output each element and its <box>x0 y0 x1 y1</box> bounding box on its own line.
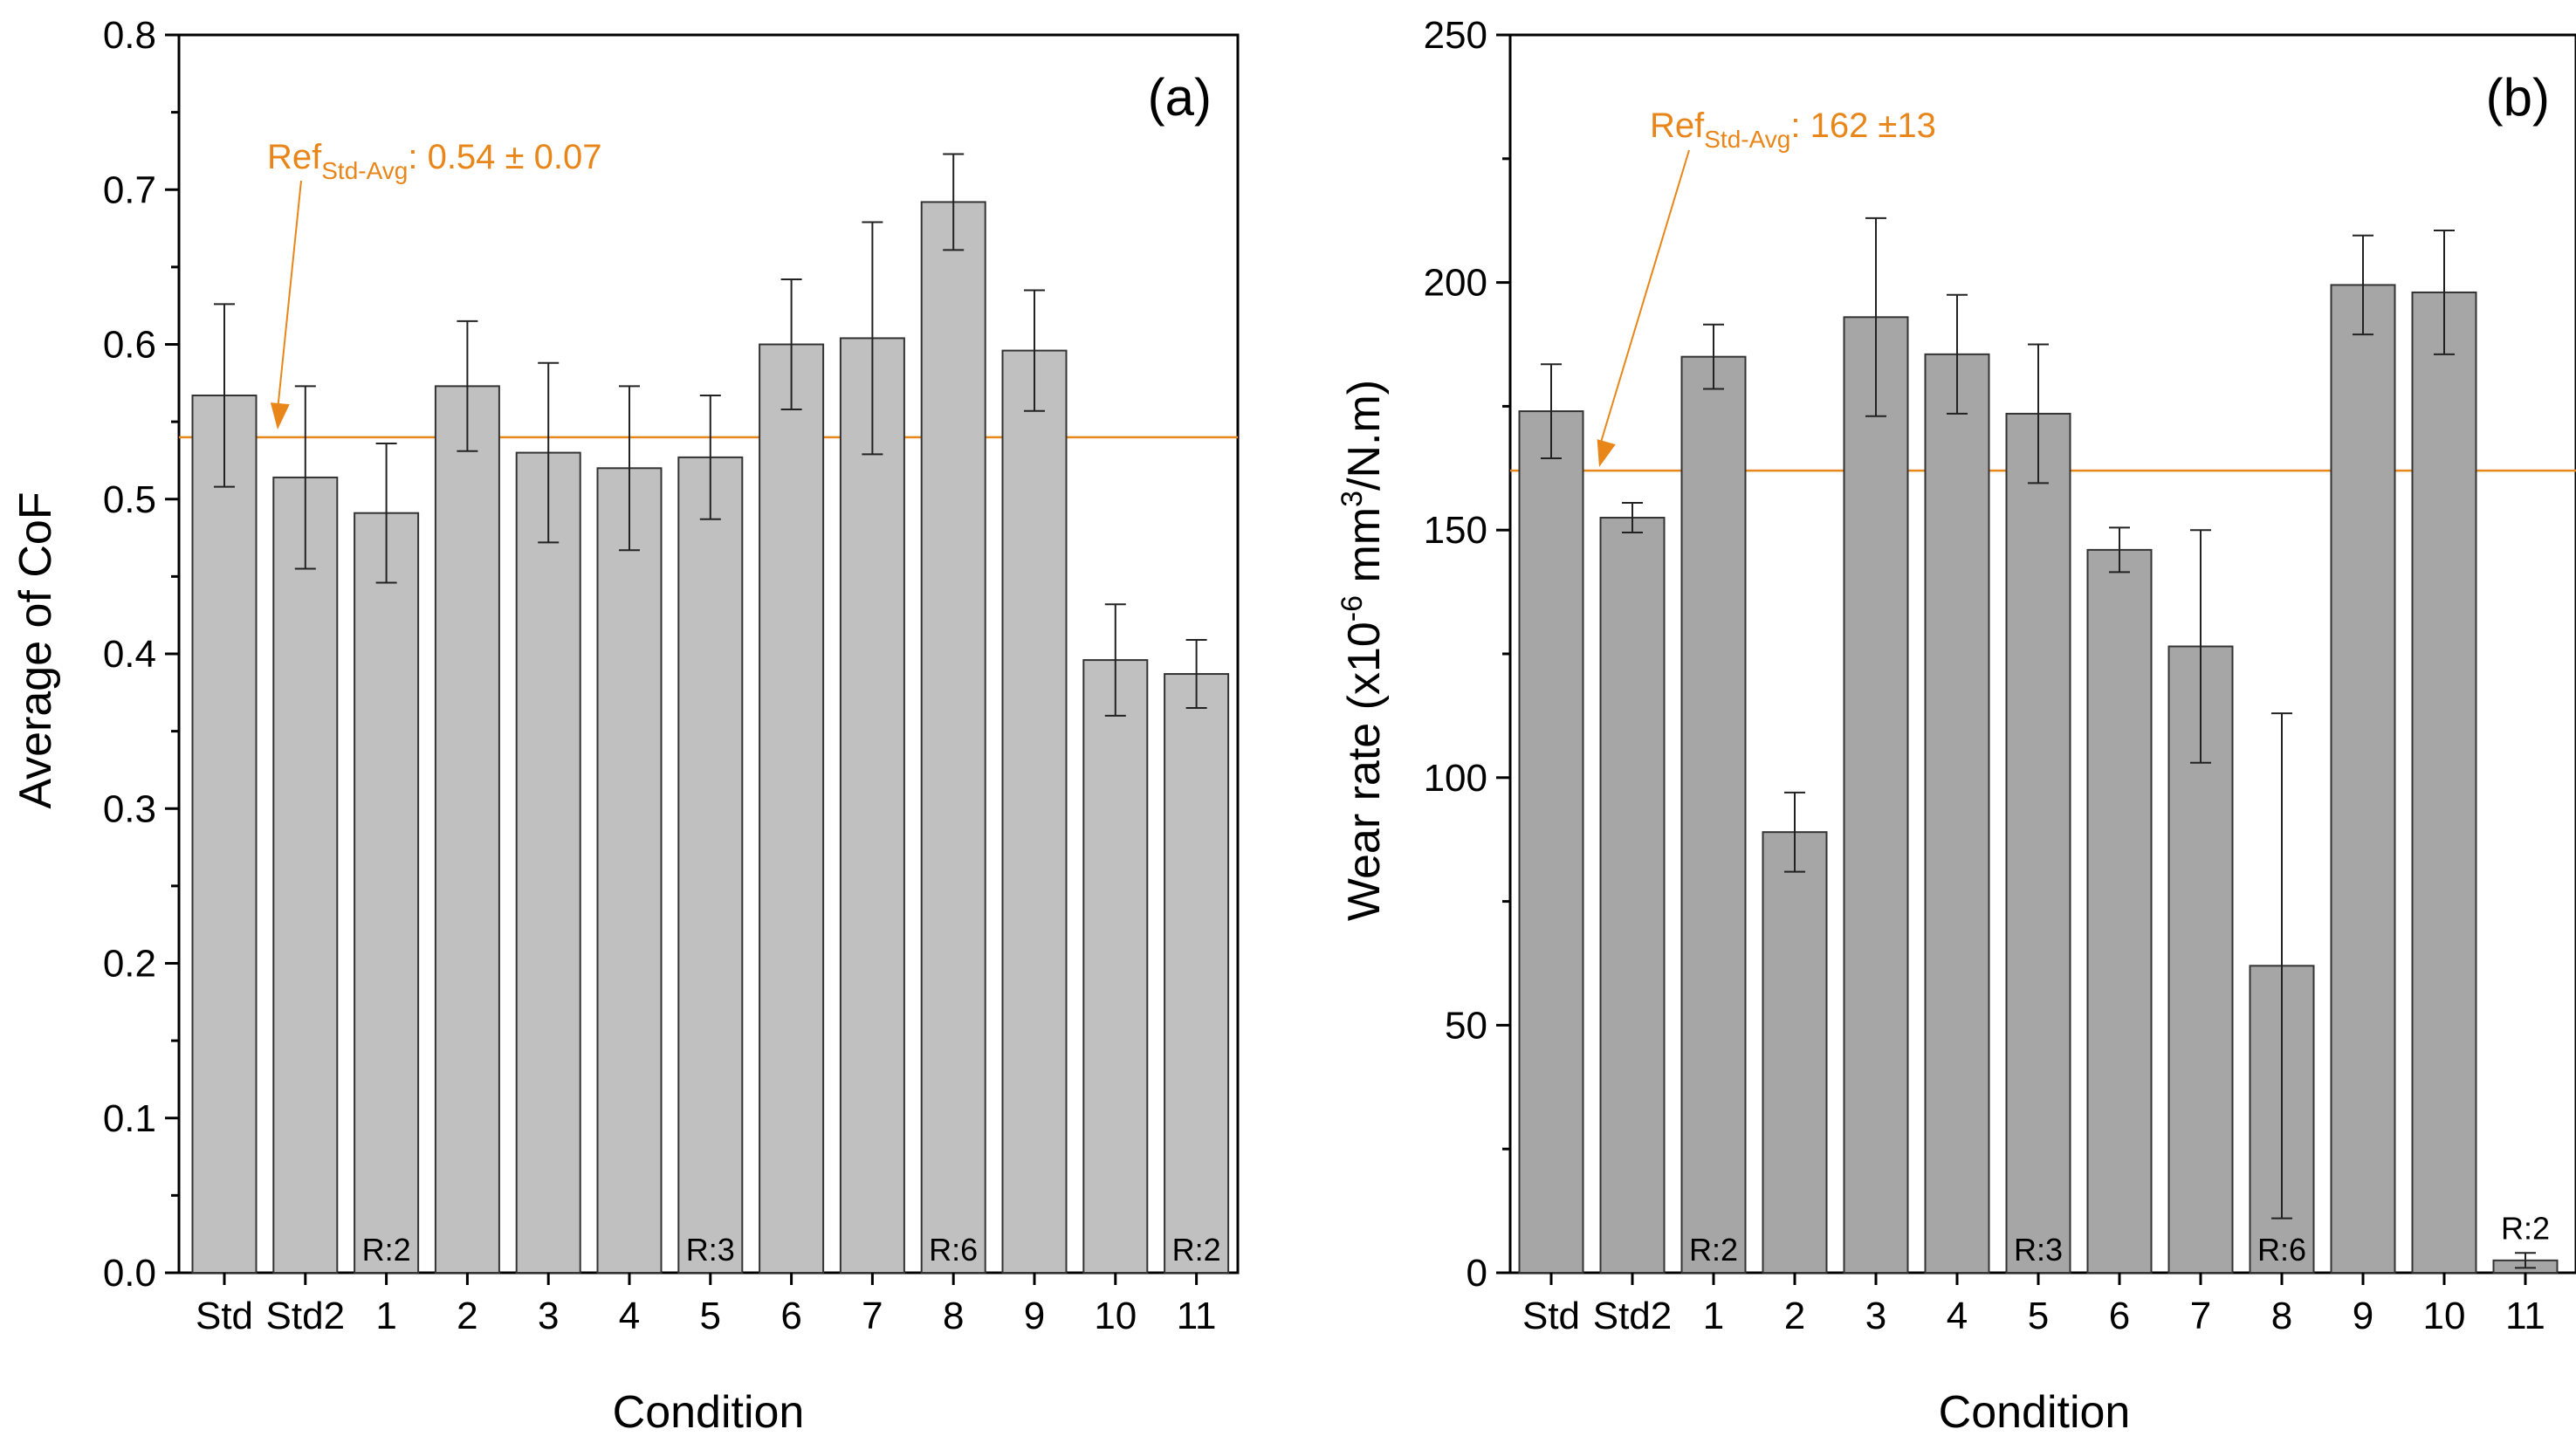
bar <box>1599 517 1666 1274</box>
x-tick-label: 6 <box>2109 1295 2130 1337</box>
bar <box>2086 548 2153 1274</box>
x-tick-label: 3 <box>538 1295 559 1337</box>
bar <box>515 451 581 1274</box>
y-tick-label: 0.1 <box>103 1097 156 1140</box>
y-tick-label: 100 <box>1424 757 1487 800</box>
bar <box>2005 412 2071 1274</box>
y-tick-label: 150 <box>1424 509 1487 552</box>
bar <box>1680 355 1747 1274</box>
bar <box>596 467 663 1274</box>
y-tick-label: 0 <box>1467 1252 1487 1295</box>
x-tick-label: 4 <box>1947 1295 1968 1337</box>
y-tick-label: 0.5 <box>103 478 156 521</box>
bar-annotation: R:6 <box>929 1232 978 1268</box>
x-tick-label: 1 <box>375 1295 396 1337</box>
bar-annotation: R:2 <box>362 1232 411 1268</box>
bar <box>839 337 905 1274</box>
y-tick-label: 50 <box>1445 1004 1487 1047</box>
bar <box>354 512 420 1274</box>
bar <box>272 476 339 1274</box>
bar-annotation: R:6 <box>2257 1232 2306 1268</box>
y-axis-label: Wear rate (x10-6 mm3/N.m) <box>1336 380 1390 921</box>
x-tick-label: 7 <box>862 1295 883 1337</box>
bar-annotation: R:2 <box>1172 1232 1221 1268</box>
reference-arrow-head <box>1597 439 1616 467</box>
x-tick-label: Std2 <box>1593 1295 1673 1337</box>
reference-label: RefStd-Avg: 162 ±13 <box>1650 107 1936 153</box>
y-tick-label: 0.0 <box>103 1252 156 1295</box>
x-tick-label: 9 <box>1024 1295 1045 1337</box>
y-tick-label: 250 <box>1424 14 1487 57</box>
x-tick-label: 11 <box>1177 1295 1217 1337</box>
x-tick-label: 3 <box>1865 1295 1886 1337</box>
bar <box>2411 291 2477 1275</box>
bar <box>1924 353 1990 1274</box>
bar <box>1001 349 1068 1275</box>
bar <box>677 456 744 1274</box>
y-tick-label: 0.7 <box>103 168 156 211</box>
x-tick-label: 11 <box>2505 1295 2545 1337</box>
x-tick-label: 6 <box>780 1295 801 1337</box>
x-tick-label: Std <box>1522 1295 1580 1337</box>
x-tick-label: Std2 <box>266 1295 346 1337</box>
x-tick-label: 10 <box>2423 1295 2466 1337</box>
panel-label: (b) <box>2486 68 2550 127</box>
bar <box>1082 659 1149 1274</box>
bar <box>920 201 986 1274</box>
bar <box>1762 831 1828 1275</box>
x-tick-label: 4 <box>619 1295 640 1337</box>
x-tick-label: 10 <box>1094 1295 1137 1337</box>
bar-annotation: R:3 <box>686 1232 735 1268</box>
bar <box>759 343 825 1274</box>
x-axis-label: Condition <box>1939 1387 2131 1438</box>
reference-arrow-line <box>1598 149 1690 449</box>
bar <box>1843 316 1909 1275</box>
y-axis-label: Average of CoF <box>10 491 61 808</box>
x-tick-label: 1 <box>1703 1295 1724 1337</box>
bar <box>1164 673 1230 1274</box>
y-tick-label: 0.6 <box>103 324 156 367</box>
reference-arrow-head <box>270 402 290 429</box>
panel-label: (a) <box>1148 68 1212 127</box>
x-tick-label: 7 <box>2190 1295 2211 1337</box>
panel-b-wear-rate-chart: 0 50 100 150 200 250 Std Std2 1 2 3 4 5 6 7 8 9 10 11 R:2 R:… <box>1336 14 2576 1438</box>
bar <box>191 394 258 1274</box>
y-tick-label: 0.2 <box>103 943 156 986</box>
x-tick-label: 5 <box>2028 1295 2049 1337</box>
x-tick-label: 2 <box>457 1295 477 1337</box>
bar-annotation: R:2 <box>2501 1210 2550 1246</box>
reference-arrow-line <box>277 180 302 411</box>
reference-label: RefStd-Avg: 0.54 ± 0.07 <box>267 138 601 184</box>
bar <box>434 385 500 1275</box>
bar-annotation: R:2 <box>1689 1232 1738 1268</box>
y-tick-label: 0.4 <box>103 633 156 676</box>
y-tick-label: 0.3 <box>103 787 156 830</box>
bar <box>2330 284 2396 1274</box>
x-tick-label: 2 <box>1784 1295 1805 1337</box>
x-axis-label: Condition <box>613 1387 805 1438</box>
bar <box>1518 410 1584 1274</box>
bar-annotation: R:3 <box>2014 1232 2063 1268</box>
panel-a-cof-chart: 0.0 0.1 0.2 0.3 0.4 0.5 0.6 0.7 0.8 Std Std2 1 2 3 4 5 6… <box>10 14 1240 1438</box>
x-tick-label: 5 <box>700 1295 721 1337</box>
x-tick-label: 9 <box>2353 1295 2373 1337</box>
x-tick-label: 8 <box>2271 1295 2292 1337</box>
y-tick-label: 200 <box>1424 262 1487 305</box>
y-tick-label: 0.8 <box>103 14 156 57</box>
x-tick-label: Std <box>196 1295 253 1337</box>
x-tick-label: 8 <box>943 1295 964 1337</box>
